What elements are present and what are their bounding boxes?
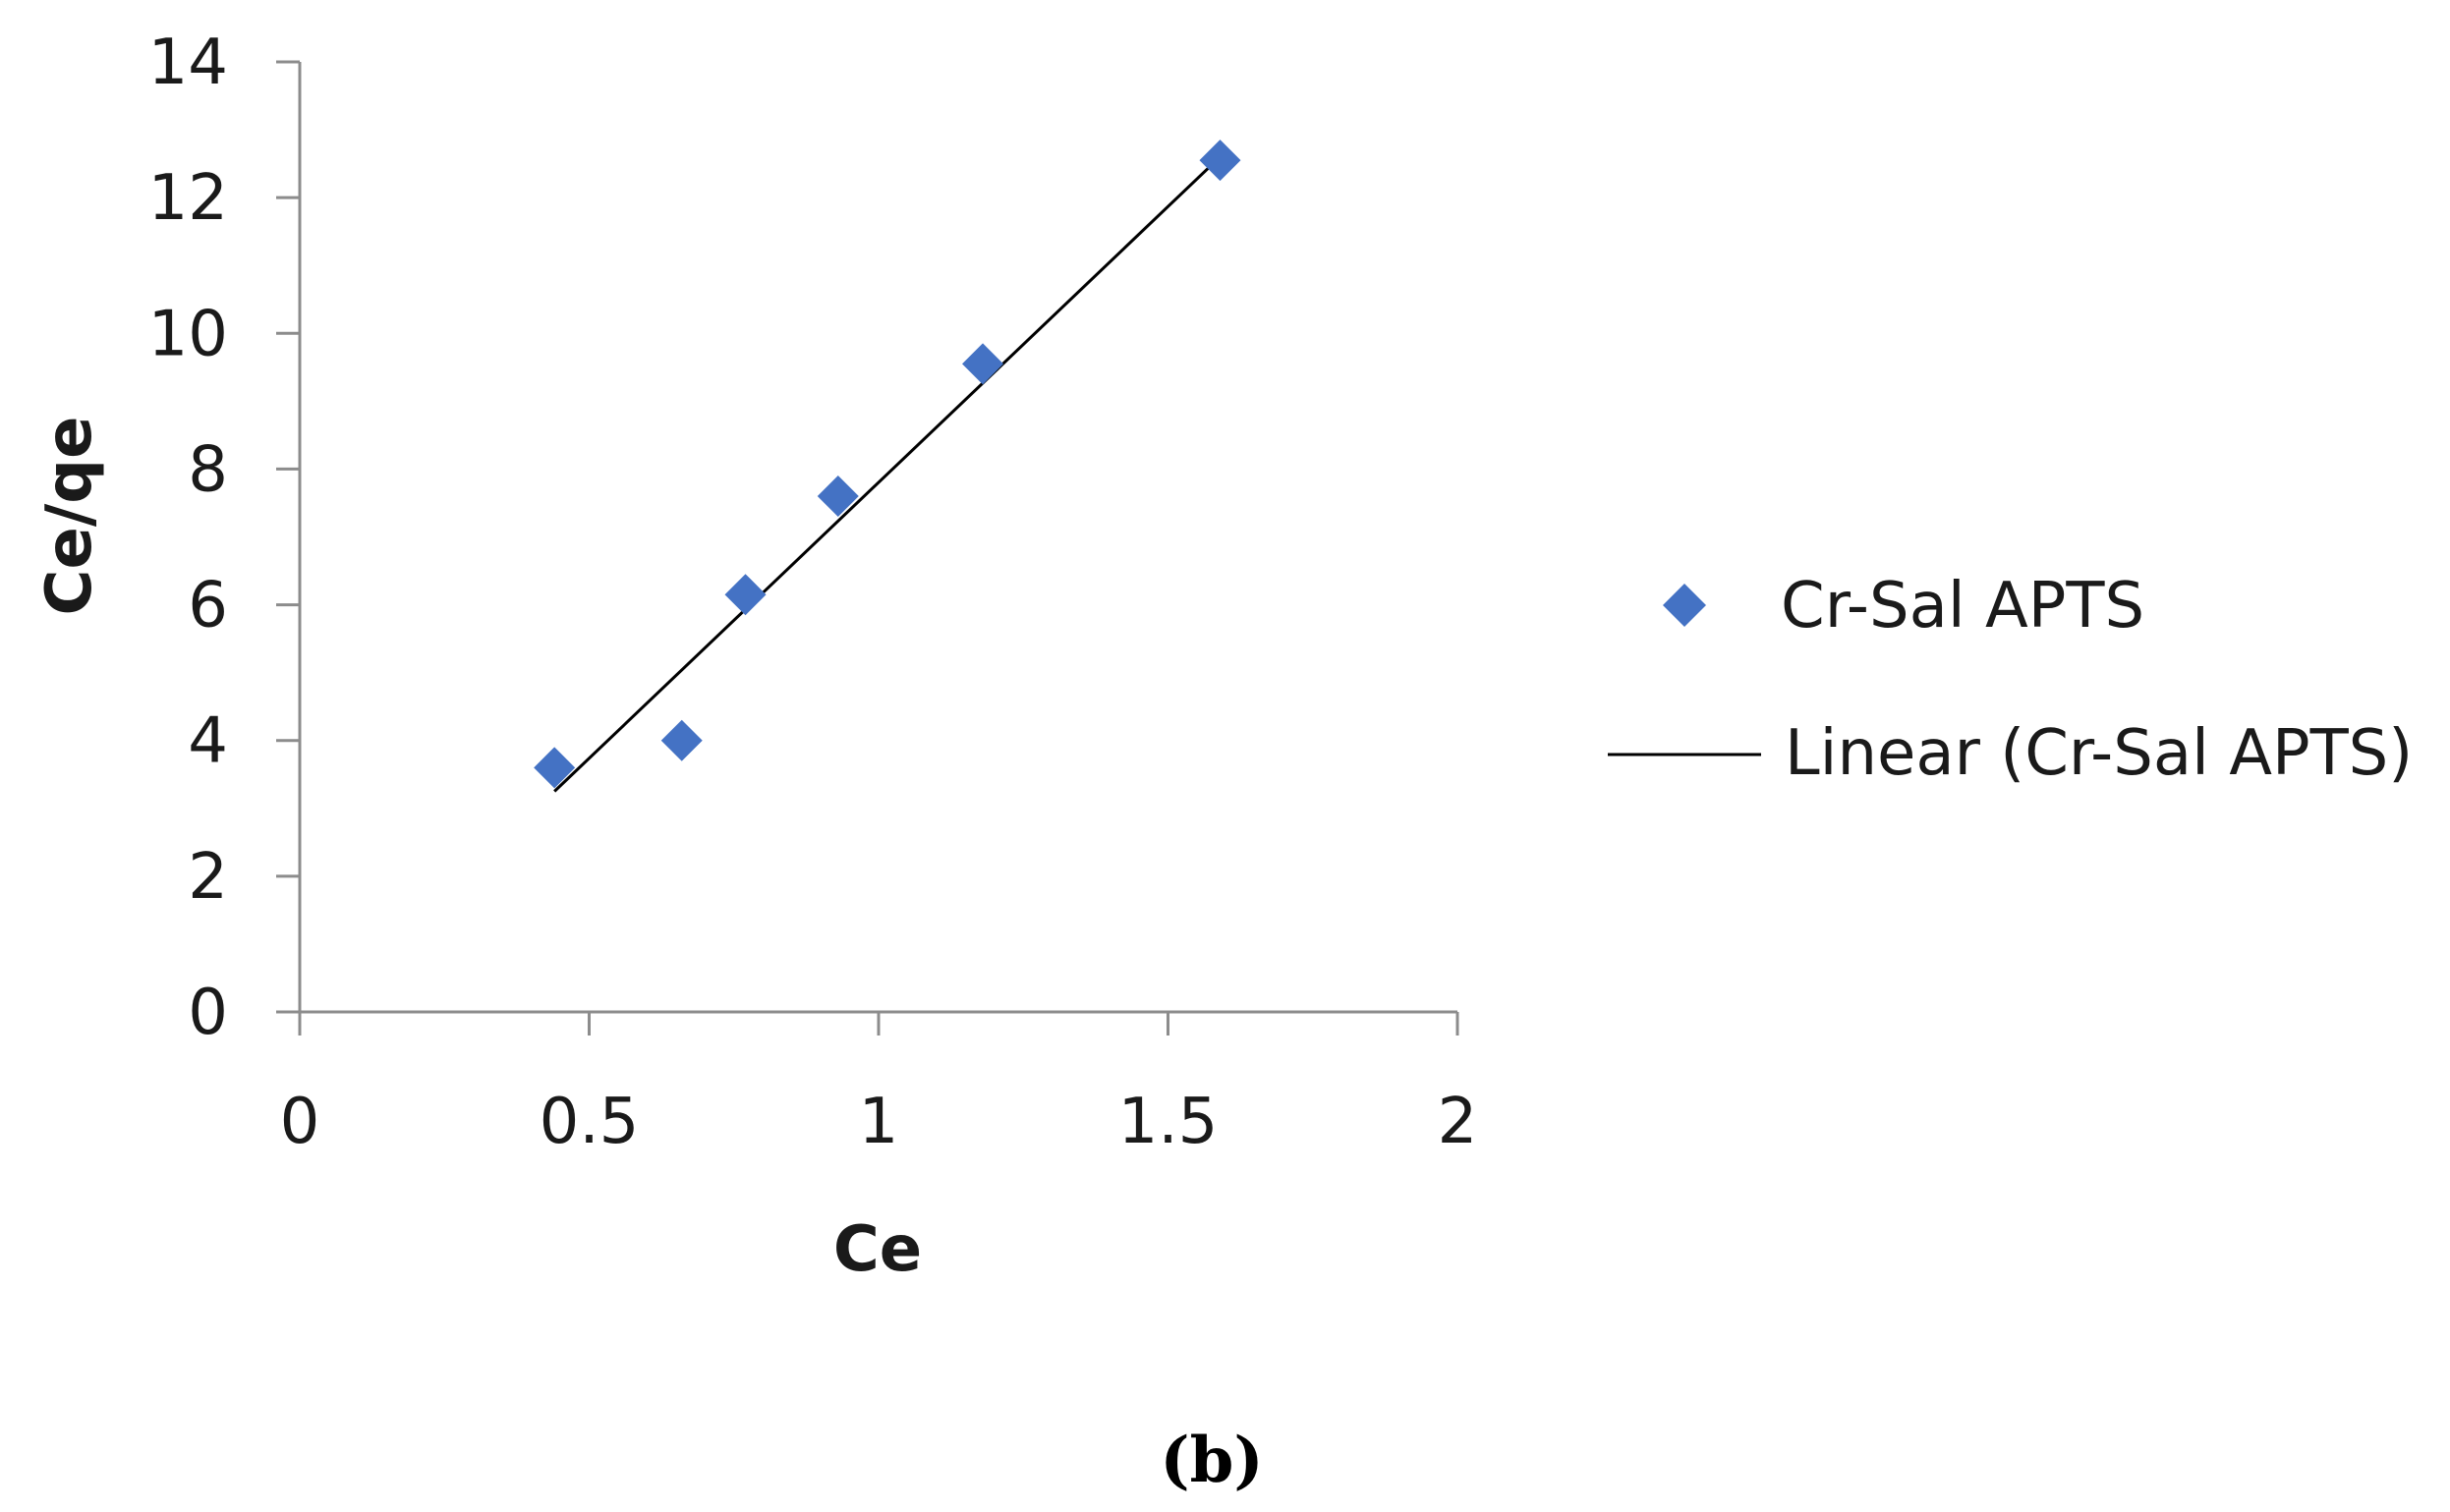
legend-series-label: Cr-Sal APTS [1781, 570, 2144, 643]
x-tick-label: 0.5 [540, 1086, 640, 1158]
axes [298, 62, 1457, 1014]
y-tick-label: 4 [188, 705, 228, 778]
x-tick-label: 1.5 [1118, 1086, 1219, 1158]
trendline [553, 155, 1222, 793]
x-axis-ticks: 0 0.5 1 1.5 2 [280, 1012, 1478, 1158]
legend-marker-diamond [1663, 584, 1706, 627]
y-tick-label: 6 [188, 570, 228, 643]
y-tick-label: 8 [188, 433, 228, 506]
x-tick-label: 2 [1438, 1086, 1478, 1158]
data-point [724, 574, 767, 616]
y-tick-label: 12 [148, 162, 228, 235]
y-tick-label: 0 [188, 977, 228, 1049]
figure-caption: (b) [1160, 1424, 1263, 1497]
y-axis-title: Ce/qe [33, 417, 106, 616]
data-point [817, 476, 859, 518]
legend: Cr-Sal APTS Linear (Cr-Sal APTS) [1608, 570, 2413, 790]
data-points [534, 140, 1241, 789]
data-point [1199, 140, 1241, 182]
data-point [660, 719, 703, 761]
x-tick-label: 0 [280, 1086, 320, 1158]
data-point [962, 343, 1004, 385]
x-tick-label: 1 [859, 1086, 899, 1158]
y-tick-label: 2 [188, 841, 228, 914]
y-tick-label: 14 [148, 27, 228, 99]
trendline-layer [553, 155, 1222, 793]
y-axis-ticks: 0 2 4 6 8 10 12 14 [148, 27, 300, 1049]
data-point [534, 747, 576, 789]
y-tick-label: 10 [148, 298, 228, 370]
legend-trendline-label: Linear (Cr-Sal APTS) [1785, 717, 2413, 790]
x-axis-title: Ce [833, 1213, 922, 1286]
